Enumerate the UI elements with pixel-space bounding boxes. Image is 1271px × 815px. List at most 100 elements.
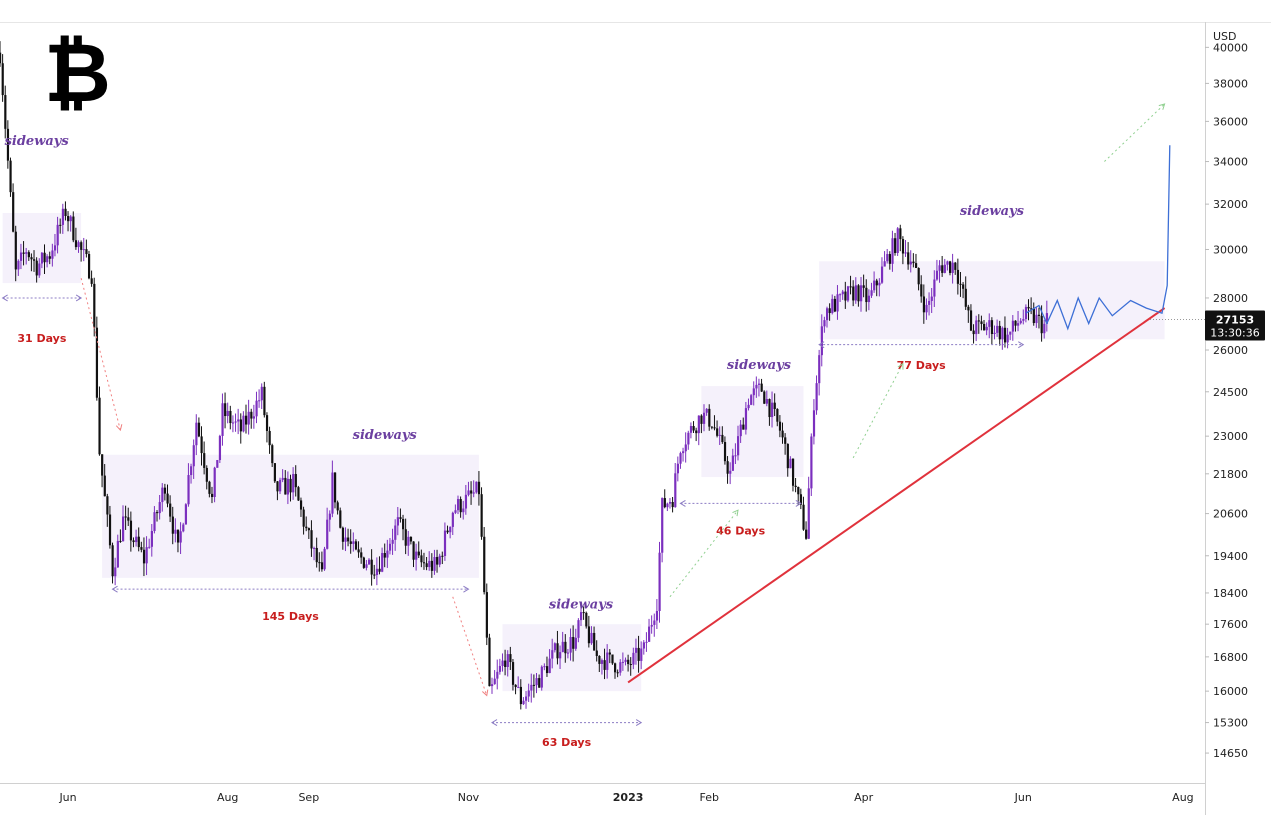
candle-body — [799, 494, 803, 505]
day-range-arrow-left — [818, 341, 825, 349]
candle-body — [750, 395, 753, 405]
candle-body — [891, 238, 894, 264]
candle-body — [158, 502, 161, 514]
candle-body — [40, 252, 44, 264]
sideways-box — [2, 212, 82, 284]
candle-body — [729, 470, 732, 474]
candle-body — [930, 296, 933, 301]
candle-body — [430, 560, 434, 571]
candle-body — [333, 472, 337, 503]
candle-body — [344, 537, 347, 542]
candle-body — [116, 540, 119, 568]
candle-body — [598, 655, 601, 664]
candle-body — [653, 620, 656, 625]
candle-body — [1045, 313, 1049, 324]
candle-body — [108, 514, 112, 546]
candle-body — [629, 664, 632, 666]
candle-body — [43, 252, 46, 263]
candle-body — [12, 192, 15, 232]
candle-body — [1011, 320, 1015, 332]
candle-body — [841, 291, 844, 295]
move-arrow-line — [669, 509, 739, 598]
candle-body — [299, 500, 303, 510]
candle-body — [1022, 319, 1025, 321]
bitcoin-logo: ₿ — [44, 28, 111, 120]
move-arrow-line — [80, 278, 121, 431]
candle-body — [464, 494, 468, 509]
time-tick-label: 2023 — [613, 791, 644, 804]
time-tick-label: Feb — [699, 791, 718, 804]
candle-body — [904, 252, 907, 254]
candle-body — [129, 520, 133, 541]
candle-body — [1, 63, 4, 96]
candle-body — [820, 326, 823, 356]
candle-body — [336, 502, 339, 511]
candle-body — [53, 245, 57, 251]
candle-body — [692, 426, 695, 431]
candle-body — [606, 652, 609, 670]
candle-body — [263, 386, 266, 416]
candle-body — [854, 285, 857, 301]
candle-body — [666, 503, 669, 508]
candle-body — [794, 485, 797, 488]
candle-body — [483, 536, 486, 593]
candle-body — [391, 539, 394, 544]
candle-body — [247, 411, 250, 425]
candle-body — [462, 508, 465, 513]
candle-body — [260, 386, 263, 401]
candle-body — [721, 434, 724, 443]
candle-body — [276, 481, 279, 492]
candle-body — [127, 517, 130, 521]
candle-body — [886, 254, 889, 262]
candle-body — [674, 473, 677, 508]
move-arrow-head — [897, 362, 904, 370]
candle-body — [135, 536, 138, 543]
candle-body — [941, 265, 944, 273]
candle-body — [969, 310, 973, 331]
candle-body — [545, 666, 549, 674]
candle-body — [67, 216, 70, 222]
day-range-label: 46 Days — [716, 524, 766, 537]
candle-body — [668, 502, 672, 504]
candle-body — [928, 300, 931, 305]
candle-body — [174, 529, 177, 534]
candle-body — [922, 296, 926, 313]
candle-body — [477, 481, 481, 495]
candle-body — [883, 261, 886, 267]
candle-body — [564, 641, 567, 654]
candle-body — [948, 261, 952, 273]
candle-body — [784, 437, 787, 444]
candle-body — [569, 637, 572, 653]
candle-body — [438, 555, 441, 565]
candle-body — [326, 519, 329, 549]
candle-body — [190, 466, 193, 476]
price-tick-label: 17600 — [1213, 618, 1248, 631]
move-arrow-head — [1158, 103, 1166, 110]
candle-body — [179, 531, 182, 543]
candle-body — [480, 494, 483, 537]
candle-body — [737, 436, 740, 456]
candle-body — [572, 637, 575, 649]
candle-body — [1040, 315, 1043, 334]
candle-body — [292, 474, 295, 493]
price-axis-unit: USD — [1213, 30, 1237, 43]
candle-body — [661, 498, 664, 553]
candle-body — [38, 263, 41, 276]
candle-body — [51, 250, 54, 259]
candle-body — [977, 320, 980, 322]
candle-body — [341, 527, 345, 542]
candle-body — [394, 525, 397, 540]
candle-body — [781, 430, 784, 438]
candle-body — [954, 262, 957, 270]
candle-body — [951, 262, 954, 273]
candle-body — [590, 632, 593, 644]
candle-body — [619, 662, 622, 673]
candle-body — [163, 487, 167, 494]
candle-body — [56, 224, 59, 246]
candle-body — [268, 430, 271, 446]
candle-body — [658, 552, 661, 612]
candle-body — [221, 403, 224, 436]
candle-body — [87, 254, 91, 279]
price-tick-label: 14650 — [1213, 747, 1248, 760]
